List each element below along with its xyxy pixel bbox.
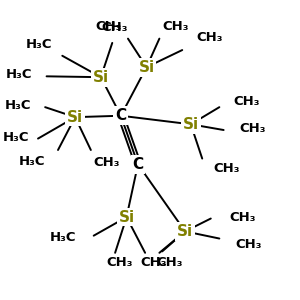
Text: CH₃: CH₃ [234, 95, 260, 108]
Text: Si: Si [139, 60, 154, 75]
Text: CH₃: CH₃ [239, 122, 266, 135]
Text: CH₃: CH₃ [94, 156, 120, 170]
Text: Si: Si [183, 117, 199, 132]
Text: C: C [132, 157, 143, 172]
Text: Si: Si [93, 70, 109, 85]
Text: H₃C: H₃C [4, 99, 31, 112]
Text: H₃C: H₃C [26, 38, 52, 51]
Text: CH₃: CH₃ [162, 20, 189, 33]
Text: CH₃: CH₃ [157, 256, 183, 268]
Text: CH₃: CH₃ [140, 256, 167, 268]
Text: H₃C: H₃C [19, 155, 45, 168]
Text: C: C [115, 108, 126, 123]
Text: CH₃: CH₃ [102, 22, 128, 34]
Text: Si: Si [118, 210, 135, 225]
Text: Si: Si [67, 110, 83, 125]
Text: H₃C: H₃C [3, 130, 29, 144]
Text: H₃C: H₃C [6, 68, 32, 81]
Text: CH₃: CH₃ [229, 211, 256, 224]
Text: CH₃: CH₃ [214, 162, 240, 175]
Text: CH₃: CH₃ [196, 31, 223, 44]
Text: CH₃: CH₃ [235, 238, 262, 251]
Text: H₃C: H₃C [50, 231, 76, 244]
Text: Si: Si [177, 224, 193, 239]
Text: CH₃: CH₃ [106, 256, 133, 268]
Text: CH₃: CH₃ [96, 20, 122, 33]
